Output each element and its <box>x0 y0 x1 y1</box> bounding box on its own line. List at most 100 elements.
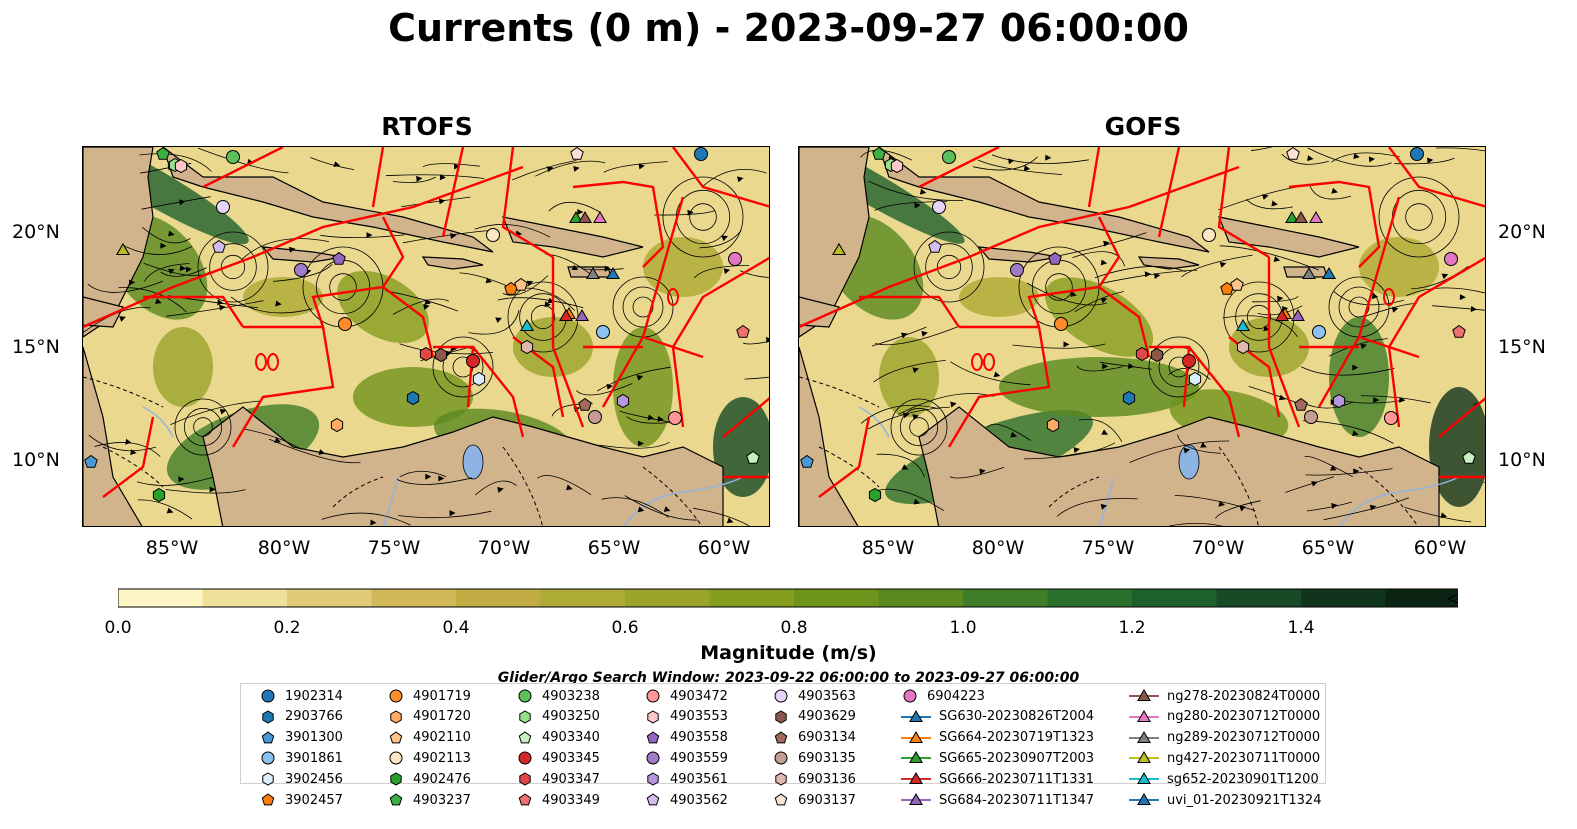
colorbar-tick-3: 0.6 <box>611 618 639 638</box>
legend-label: ng289-20230712T0000 <box>1167 730 1321 746</box>
legend-triangle-icon <box>901 793 931 805</box>
streamline-arrow <box>179 265 186 271</box>
legend-triangle-icon <box>1129 730 1159 743</box>
marker-6903136 <box>520 339 534 355</box>
x-tick-right-1: 80°W <box>971 537 1025 559</box>
streamline-arrow <box>1073 447 1080 453</box>
streamline <box>619 410 672 423</box>
streamline-arrow <box>1144 271 1151 278</box>
legend-circle-icon <box>518 751 532 765</box>
streamline-arrow <box>424 299 431 305</box>
streamline <box>1215 500 1261 519</box>
streamline-arrow <box>219 408 227 415</box>
legend-marker <box>261 689 275 703</box>
eez-line <box>799 165 1240 329</box>
marker-4903629 <box>434 347 448 363</box>
colorbar-tick-1: 0.2 <box>273 618 301 638</box>
streamline <box>1181 254 1253 278</box>
legend-label: 6903136 <box>798 771 856 787</box>
streamline <box>581 268 624 271</box>
streamline-arrow <box>1103 240 1110 247</box>
streamline <box>874 325 961 346</box>
eddy-ring <box>1378 176 1460 258</box>
legend-pentagon-icon <box>774 793 788 806</box>
streamline <box>744 376 769 380</box>
marker-3901861 <box>1312 325 1326 339</box>
land-mass <box>1137 256 1200 270</box>
streamline-arrow <box>1331 503 1338 509</box>
land-mass <box>162 147 494 253</box>
streamline <box>1432 305 1485 311</box>
legend-label: 4903347 <box>542 771 600 787</box>
streamline <box>1056 498 1138 517</box>
streamline <box>422 163 480 168</box>
speed-blob <box>337 270 429 344</box>
border-line <box>83 376 164 408</box>
river <box>382 476 399 526</box>
colorbar-tick-2: 0.4 <box>442 618 470 638</box>
eez-line <box>102 416 155 498</box>
marker-SG665-20230907T2003 <box>569 211 583 223</box>
streamline <box>1333 290 1404 306</box>
streamline-arrow <box>1369 504 1377 511</box>
streamline <box>94 442 161 457</box>
streamline-arrow <box>721 235 728 242</box>
marker-3901861 <box>596 325 610 339</box>
colorbar-tick-7: 1.4 <box>1287 618 1315 638</box>
map-gofs <box>798 146 1486 527</box>
float-markers <box>800 147 1476 503</box>
legend-label: 3901861 <box>285 750 343 766</box>
streamline-arrow <box>566 484 573 491</box>
streamline <box>949 466 1005 479</box>
eez-line <box>947 325 1051 448</box>
eez-line <box>722 397 769 438</box>
streamline <box>160 267 207 277</box>
legend-marker <box>775 710 787 724</box>
eddy-ring <box>632 296 654 318</box>
streamline <box>877 488 945 512</box>
legend-label: 4903349 <box>542 792 600 808</box>
legend-circle-icon <box>389 751 403 765</box>
streamline <box>385 174 485 179</box>
streamline <box>197 147 289 174</box>
eez-line <box>472 346 525 438</box>
legend-label: sg652-20230901T1200 <box>1167 771 1319 787</box>
legend-hexagon-icon <box>390 710 402 724</box>
streamline-arrow <box>178 476 185 483</box>
streamline <box>121 244 193 255</box>
streamline-arrow <box>571 264 579 271</box>
colorbar-tick-0: 0.0 <box>104 618 132 638</box>
legend-pentagon-icon <box>389 793 403 806</box>
eez-line <box>371 147 385 208</box>
marker-4903629 <box>1150 347 1164 363</box>
legend-marker <box>389 730 403 743</box>
legend-marker <box>1137 709 1151 722</box>
legend-marker <box>261 730 275 743</box>
legend-item: ng278-20230824T0000 <box>1129 686 1320 706</box>
legend-item: 4902110 <box>387 728 471 748</box>
streamline-arrow <box>1278 394 1286 401</box>
page-title: Currents (0 m) - 2023-09-27 06:00:00 <box>388 6 1189 50</box>
legend-circle-icon <box>774 751 788 765</box>
streamline-arrow <box>1277 295 1284 302</box>
marker-4903553 <box>174 158 188 174</box>
eez-loop <box>1383 288 1395 306</box>
legend-item: 3902457 <box>259 790 343 810</box>
streamline-arrow <box>993 371 1001 378</box>
eddy-ring <box>662 176 744 258</box>
eez-line <box>441 147 465 238</box>
border-line <box>642 466 703 526</box>
legend-label: 4903340 <box>542 730 600 746</box>
colorbar-tick-6: 1.2 <box>1118 618 1146 638</box>
streamline <box>1246 199 1293 210</box>
streamline-arrow <box>546 166 554 173</box>
streamline-arrow <box>637 506 645 513</box>
legend-marker <box>1137 751 1151 764</box>
legend-label: 6904223 <box>927 688 985 704</box>
streamline <box>139 153 212 172</box>
legend-hexagon-icon <box>647 710 659 724</box>
eddy-ring <box>183 407 223 447</box>
legend-marker <box>390 772 402 786</box>
streamline-arrow <box>900 332 908 339</box>
streamline-arrow <box>1102 363 1109 370</box>
